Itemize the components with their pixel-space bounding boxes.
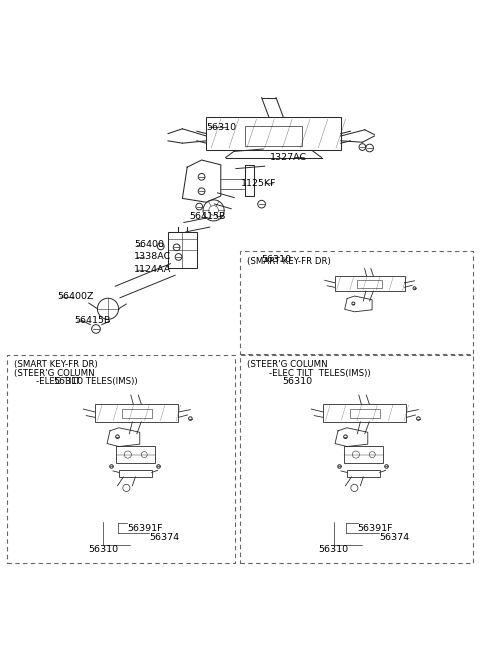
Bar: [168, 232, 197, 268]
Text: 56374: 56374: [149, 533, 179, 543]
Text: 1124AA: 1124AA: [134, 266, 172, 274]
Bar: [119, 470, 152, 477]
Text: 56310: 56310: [88, 545, 118, 554]
Bar: [344, 446, 383, 463]
Bar: [357, 280, 382, 288]
Text: -ELEC TILT  TELES(IMS)): -ELEC TILT TELES(IMS)): [247, 369, 371, 378]
Bar: [245, 127, 302, 146]
Bar: [240, 356, 473, 564]
Text: (SMART KEY-FR DR): (SMART KEY-FR DR): [247, 257, 331, 266]
Bar: [7, 356, 235, 564]
Bar: [206, 117, 341, 150]
Bar: [350, 409, 380, 418]
Text: 56310: 56310: [53, 377, 83, 386]
Text: 56415B: 56415B: [189, 212, 226, 221]
Text: 56415B: 56415B: [74, 316, 111, 325]
Text: 56374: 56374: [379, 533, 409, 543]
Text: (STEER'G COLUMN: (STEER'G COLUMN: [247, 360, 328, 369]
Text: 56310: 56310: [282, 377, 312, 386]
Bar: [347, 470, 380, 477]
Text: -ELEC TILT  TELES(IMS)): -ELEC TILT TELES(IMS)): [14, 377, 138, 386]
Text: (STEER'G COLUMN: (STEER'G COLUMN: [14, 369, 95, 378]
Text: 56400: 56400: [134, 241, 164, 249]
Bar: [122, 409, 152, 418]
Bar: [323, 404, 407, 422]
Text: 1338AC: 1338AC: [134, 253, 172, 262]
Text: 56310: 56310: [262, 255, 292, 264]
Bar: [95, 404, 179, 422]
Text: 1327AC: 1327AC: [270, 153, 307, 162]
Text: 1125KF: 1125KF: [240, 180, 276, 188]
Bar: [335, 276, 405, 291]
Bar: [240, 251, 473, 354]
Bar: [116, 446, 155, 463]
Text: 56391F: 56391F: [127, 523, 163, 533]
Text: 56400Z: 56400Z: [58, 293, 94, 301]
Text: 56310: 56310: [319, 545, 348, 554]
Text: 56310: 56310: [206, 123, 237, 132]
Text: 56391F: 56391F: [358, 523, 393, 533]
Text: (SMART KEY-FR DR): (SMART KEY-FR DR): [14, 360, 98, 369]
